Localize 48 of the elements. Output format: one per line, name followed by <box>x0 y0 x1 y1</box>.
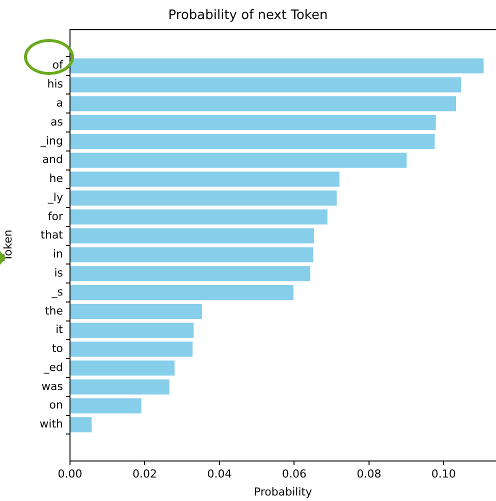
y-tick-label: _ing <box>39 134 63 148</box>
y-tick-label: and <box>42 153 63 166</box>
bar <box>70 134 435 149</box>
x-tick-label: 0.06 <box>282 467 306 480</box>
bar <box>70 379 170 394</box>
x-tick-label: 0.10 <box>431 467 456 480</box>
bar <box>70 228 314 244</box>
bar <box>70 114 436 130</box>
y-tick-label: _ed <box>42 360 63 374</box>
y-tick-label: _ly <box>46 190 64 204</box>
bar <box>70 342 193 357</box>
bar <box>70 190 337 206</box>
y-tick-label: his <box>47 78 64 91</box>
bar <box>70 172 340 187</box>
x-axis-title: Probability <box>254 485 313 498</box>
bar <box>70 58 484 74</box>
y-tick-label: it <box>56 323 64 336</box>
y-tick-label: _s <box>50 285 64 298</box>
x-tick-label: 0.08 <box>356 467 382 480</box>
y-tick-label: in <box>52 248 64 261</box>
bar <box>70 96 456 112</box>
bar <box>70 152 407 168</box>
bar <box>70 266 310 282</box>
bar <box>70 360 175 376</box>
y-tick-label: he <box>49 172 64 186</box>
x-tick-label: 0.04 <box>207 467 232 480</box>
x-tick-label: 0.02 <box>132 467 157 480</box>
bar <box>70 304 202 319</box>
y-tick-label: that <box>40 228 64 242</box>
y-tick-label: of <box>52 58 64 72</box>
bar <box>70 209 328 225</box>
bar <box>70 77 462 92</box>
y-tick-label: the <box>44 304 64 318</box>
y-tick-label: on <box>49 398 64 412</box>
x-tick-label: 0.00 <box>58 467 82 480</box>
bar <box>70 247 314 262</box>
y-tick-label: was <box>42 380 64 393</box>
bar <box>70 417 92 432</box>
y-tick-label: as <box>50 115 64 128</box>
bar <box>70 398 142 414</box>
chart-title: Probability of next Token <box>168 8 328 24</box>
bar <box>70 322 194 338</box>
bar <box>70 284 294 300</box>
y-tick-label: a <box>56 96 63 110</box>
y-tick-label: to <box>52 342 64 356</box>
y-tick-label: is <box>54 266 64 280</box>
y-tick-label: with <box>40 418 64 431</box>
y-tick-label: for <box>48 210 64 223</box>
